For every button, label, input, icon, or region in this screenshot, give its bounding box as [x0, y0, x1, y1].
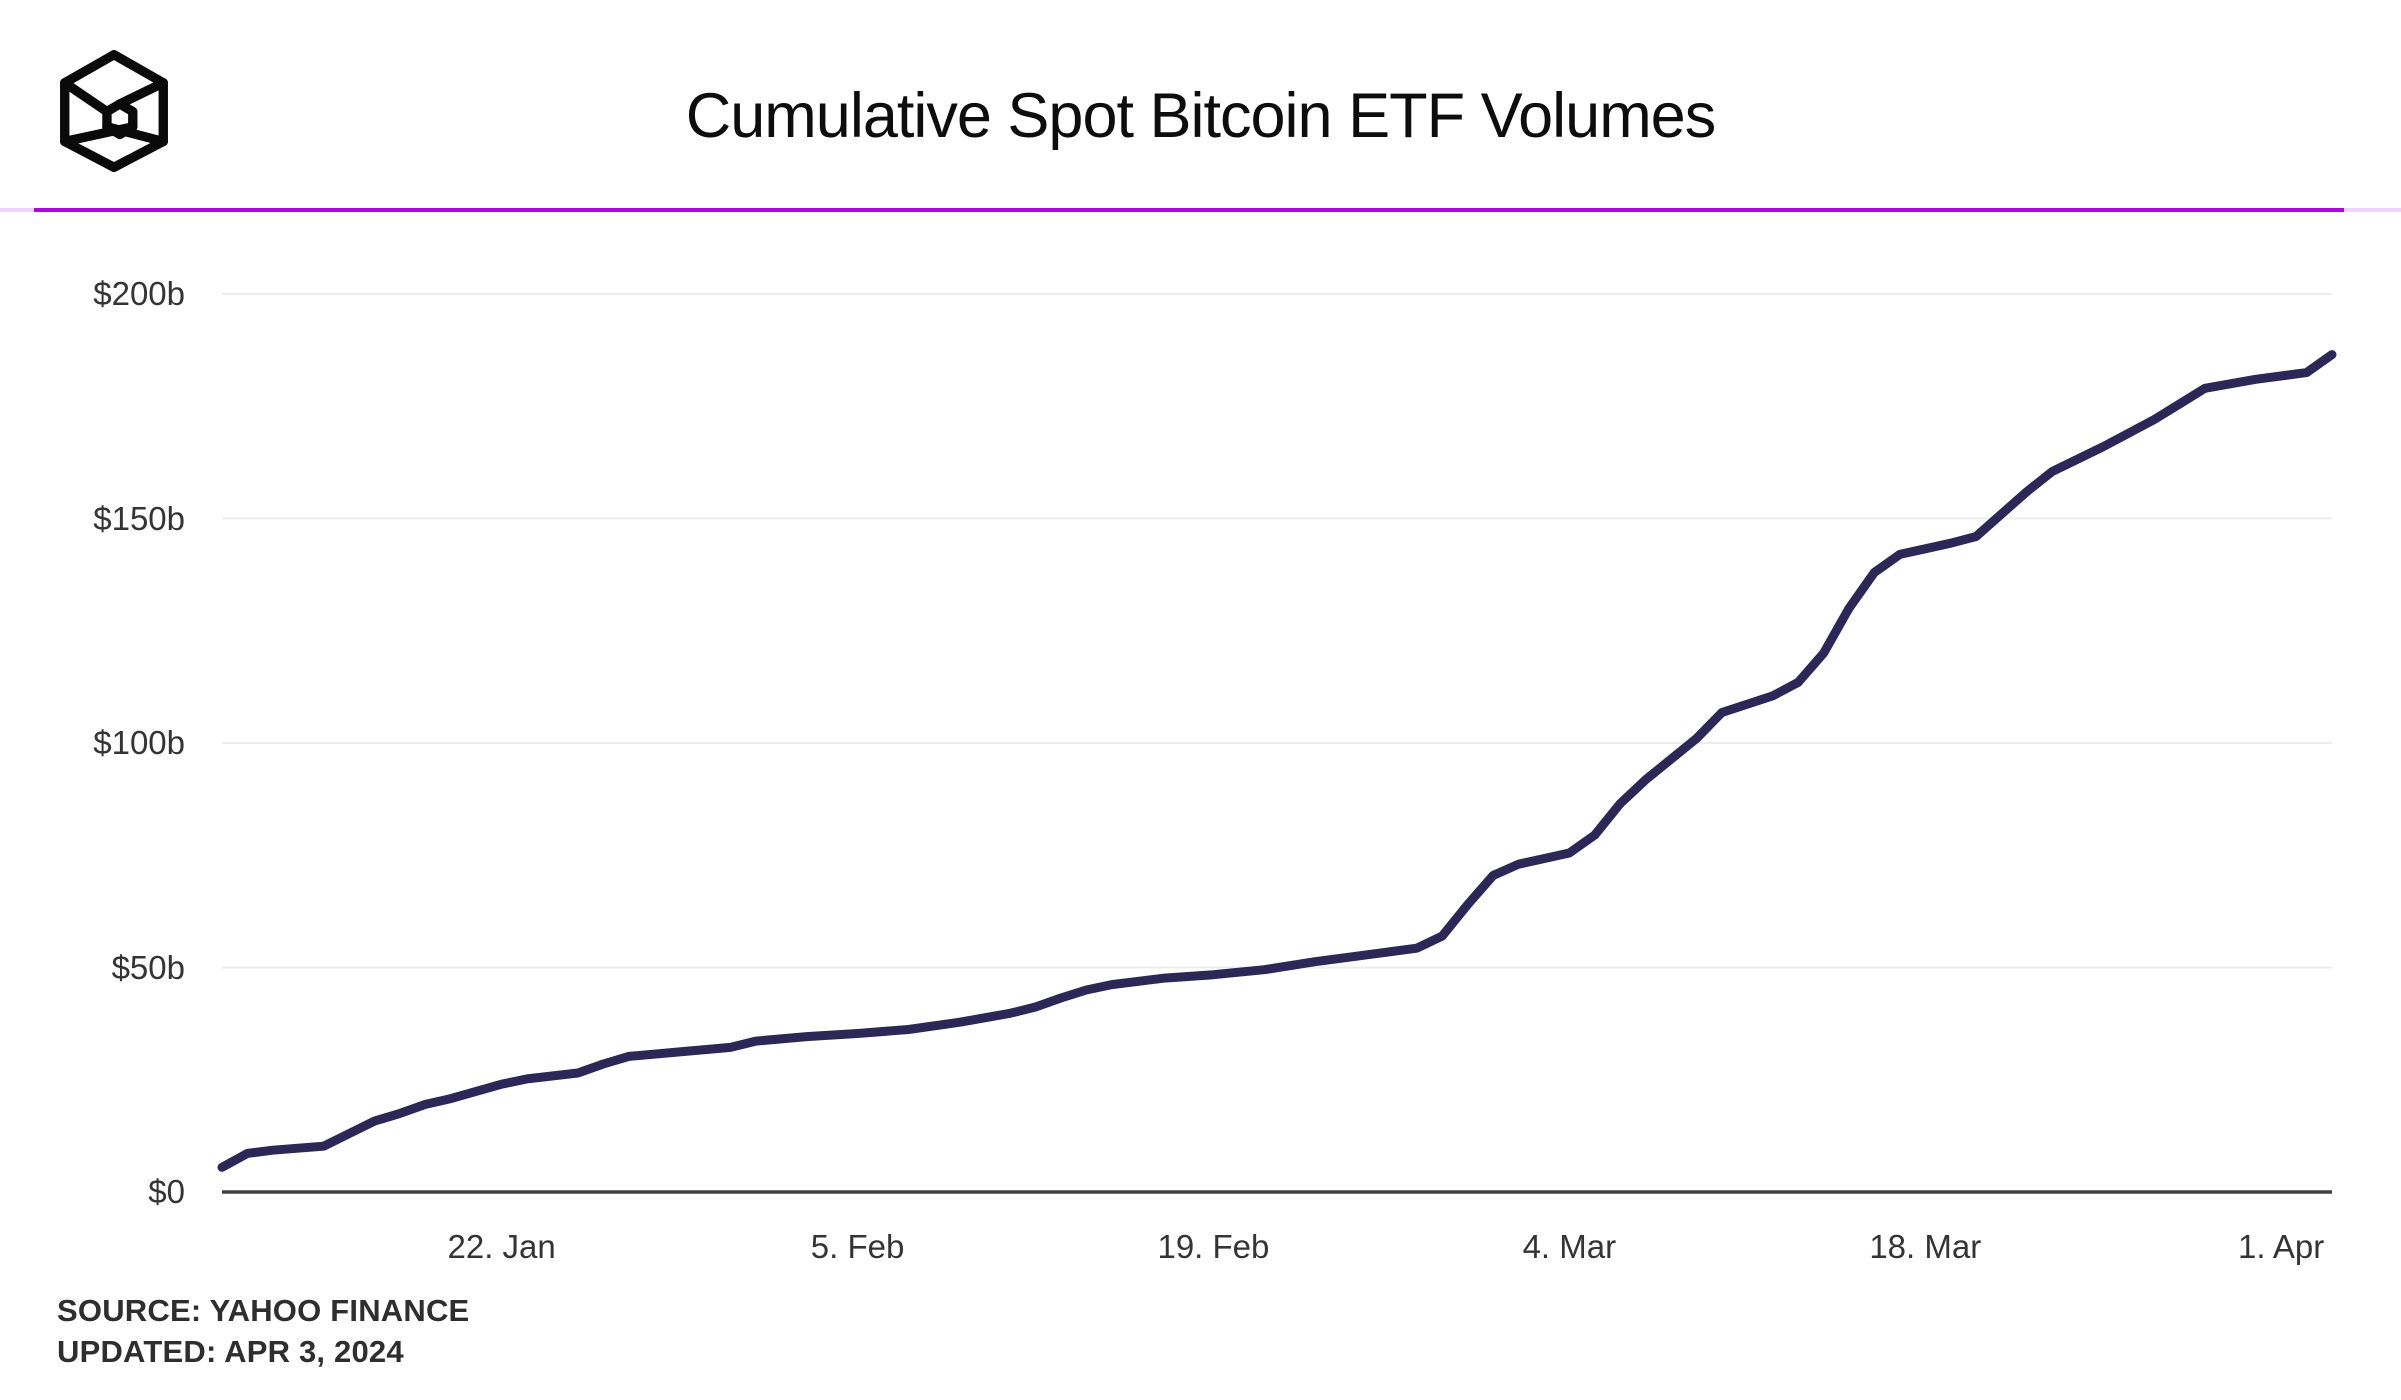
y-tick-label: $0: [148, 1173, 185, 1210]
y-tick-label: $200b: [93, 275, 185, 312]
source-line: SOURCE: YAHOO FINANCE: [57, 1293, 470, 1328]
accent-rule: [34, 208, 2344, 212]
x-tick-label: 1. Apr: [2238, 1228, 2325, 1265]
x-tick-label: 4. Mar: [1522, 1228, 1617, 1265]
x-tick-label: 5. Feb: [810, 1228, 905, 1265]
page-title: Cumulative Spot Bitcoin ETF Volumes: [685, 81, 1716, 151]
updated-line: UPDATED: APR 3, 2024: [57, 1334, 404, 1369]
x-tick-label: 22. Jan: [447, 1228, 556, 1265]
the-block-logo-icon: [60, 50, 168, 172]
x-tick-label: 18. Mar: [1869, 1228, 1982, 1265]
source-block: SOURCE: YAHOO FINANCE UPDATED: APR 3, 20…: [57, 1290, 469, 1372]
y-tick-label: $100b: [93, 724, 185, 761]
y-tick-label: $50b: [111, 948, 185, 986]
x-tick-label: 19. Feb: [1157, 1228, 1270, 1265]
y-tick-label: $150b: [93, 499, 185, 537]
etf-volume-series-line: [217, 350, 2337, 1172]
